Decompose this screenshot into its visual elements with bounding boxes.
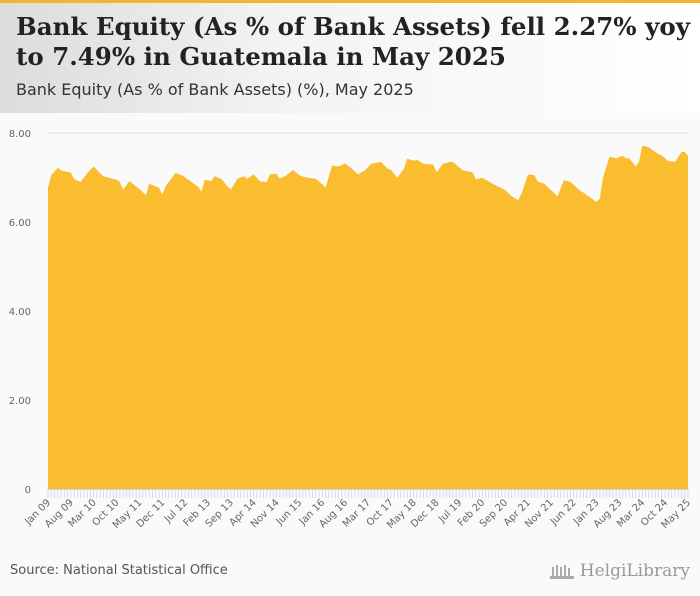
y-tick-label: 6.00 bbox=[9, 218, 31, 229]
y-tick-label: 0 bbox=[25, 485, 31, 496]
y-tick-label: 2.00 bbox=[9, 396, 31, 407]
library-building-icon bbox=[549, 565, 574, 579]
helgi-library-logo[interactable]: HelgiLibrary bbox=[549, 561, 690, 581]
area-series bbox=[48, 145, 688, 489]
chart-subtitle: Bank Equity (As % of Bank Assets) (%), M… bbox=[16, 80, 414, 99]
y-tick-label: 4.00 bbox=[9, 307, 31, 318]
top-accent-bar bbox=[0, 0, 700, 3]
logo-text: HelgiLibrary bbox=[579, 561, 690, 581]
header bbox=[0, 3, 700, 113]
y-tick-label: 8.00 bbox=[9, 129, 31, 140]
source-note: Source: National Statistical Office bbox=[10, 563, 228, 578]
chart-title: Bank Equity (As % of Bank Assets) fell 2… bbox=[16, 12, 690, 71]
